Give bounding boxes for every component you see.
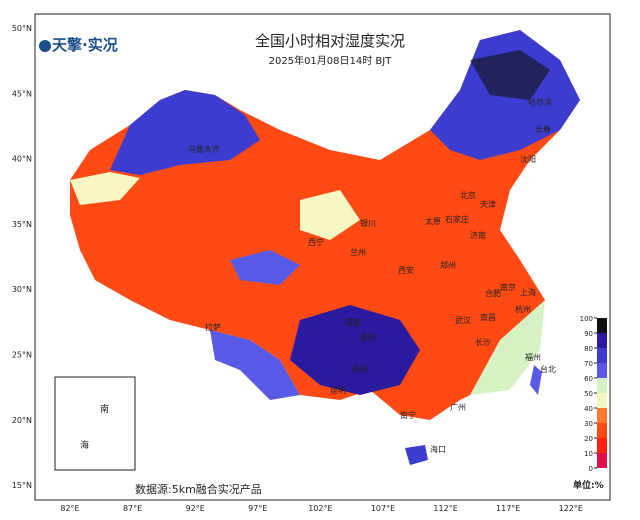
city-label: 武汉 bbox=[455, 315, 471, 325]
city-label: 广州 bbox=[450, 402, 466, 412]
lon-label: 107°E bbox=[371, 504, 395, 513]
city-label: 南京 bbox=[500, 282, 516, 292]
lat-label: 30°N bbox=[12, 285, 32, 294]
city-label: 昆明 bbox=[330, 386, 346, 395]
colorbar-tick-label: 70 bbox=[584, 360, 593, 368]
pale-area bbox=[470, 300, 545, 395]
city-label: 太原 bbox=[425, 216, 441, 226]
city-label: 沈阳 bbox=[520, 154, 536, 164]
city-label: 南昌 bbox=[480, 312, 496, 322]
colorbar-tick-label: 40 bbox=[584, 405, 593, 413]
south-sea-inset bbox=[54, 376, 136, 471]
lon-label: 122°E bbox=[559, 504, 583, 513]
logo: 天擎·实况 bbox=[52, 36, 118, 54]
colorbar-segment bbox=[597, 438, 607, 453]
city-label: 拉萨 bbox=[205, 322, 221, 332]
lon-label: 112°E bbox=[433, 504, 457, 513]
colorbar-tick-label: 90 bbox=[584, 330, 593, 338]
source: 数据源:5km融合实况产品 bbox=[135, 482, 262, 496]
city-label: 济南 bbox=[470, 230, 486, 240]
pale-area bbox=[300, 190, 360, 240]
pale-area bbox=[70, 172, 140, 205]
blue-area bbox=[230, 250, 300, 285]
city-label: 西安 bbox=[398, 265, 414, 275]
city-label: 长春 bbox=[535, 124, 551, 134]
lon-label: 97°E bbox=[248, 504, 267, 513]
city-label: 成都 bbox=[345, 317, 361, 327]
city-label: 福州 bbox=[525, 353, 541, 362]
colorbar-segment bbox=[597, 318, 607, 333]
lon-label: 102°E bbox=[308, 504, 332, 513]
inset-label: 海 bbox=[80, 439, 89, 451]
colorbar-segment bbox=[597, 453, 607, 468]
lat-label: 20°N bbox=[12, 416, 32, 425]
lon-label: 82°E bbox=[60, 504, 79, 513]
city-label: 西宁 bbox=[308, 237, 324, 247]
subtitle: 2025年01月08日14时 BJT bbox=[269, 54, 393, 67]
lat-label: 15°N bbox=[12, 481, 32, 490]
colorbar-tick-label: 100 bbox=[580, 315, 593, 323]
city-label: 乌鲁木齐 bbox=[188, 144, 220, 154]
city-label: 南宁 bbox=[400, 410, 416, 420]
lon-label: 92°E bbox=[186, 504, 205, 513]
city-label: 兰州 bbox=[350, 247, 366, 257]
colorbar-tick-label: 80 bbox=[584, 345, 593, 353]
lon-label: 87°E bbox=[123, 504, 142, 513]
blue-area bbox=[110, 90, 260, 175]
colorbar-segment bbox=[597, 348, 607, 363]
colorbar: 0 10 20 30 40 50 60 70 80 90 100 bbox=[580, 315, 607, 473]
taiwan bbox=[530, 365, 542, 395]
city-label: 石家庄 bbox=[445, 214, 469, 224]
colorbar-segment bbox=[597, 393, 607, 408]
colorbar-tick-label: 30 bbox=[584, 420, 593, 428]
colorbar-tick-label: 20 bbox=[584, 435, 593, 443]
logo-icon bbox=[39, 40, 51, 52]
city-label: 长沙 bbox=[475, 337, 491, 347]
city-label: 海口 bbox=[430, 444, 446, 454]
city-label: 哈尔滨 bbox=[528, 97, 552, 107]
lat-label: 40°N bbox=[12, 155, 32, 164]
colorbar-segment bbox=[597, 408, 607, 423]
lon-label: 117°E bbox=[496, 504, 520, 513]
colorbar-tick-label: 10 bbox=[584, 450, 593, 458]
city-label: 台北 bbox=[540, 364, 556, 374]
city-label: 银川 bbox=[360, 218, 376, 228]
colorbar-segment bbox=[597, 423, 607, 438]
city-label: 北京 bbox=[460, 190, 476, 200]
blue-area bbox=[210, 330, 300, 400]
lat-label: 35°N bbox=[12, 220, 32, 229]
city-label: 上海 bbox=[520, 287, 536, 297]
lat-label: 50°N bbox=[12, 24, 32, 33]
city-label: 郑州 bbox=[440, 260, 456, 270]
city-label: 杭州 bbox=[515, 304, 531, 314]
land bbox=[70, 30, 580, 465]
colorbar-tick-label: 60 bbox=[584, 375, 593, 383]
city-label: 合肥 bbox=[485, 288, 501, 298]
colorbar-tick-label: 50 bbox=[584, 390, 593, 398]
dark-area bbox=[470, 50, 550, 100]
colorbar-tick-label: 0 bbox=[589, 465, 593, 473]
blue-area bbox=[290, 305, 420, 395]
hainan bbox=[405, 445, 428, 465]
city-label: 重庆 bbox=[360, 332, 376, 342]
city-label: 贵阳 bbox=[352, 364, 368, 374]
lat-label: 45°N bbox=[12, 89, 32, 98]
colorbar-segment bbox=[597, 363, 607, 378]
colorbar-segment bbox=[597, 333, 607, 348]
title: 全国小时相对湿度实况 bbox=[255, 32, 405, 50]
lat-label: 25°N bbox=[12, 351, 32, 360]
unit: 单位:% bbox=[573, 479, 604, 491]
inset-label: 南 bbox=[100, 403, 109, 415]
city-label: 天津 bbox=[480, 199, 496, 209]
colorbar-segment bbox=[597, 378, 607, 393]
